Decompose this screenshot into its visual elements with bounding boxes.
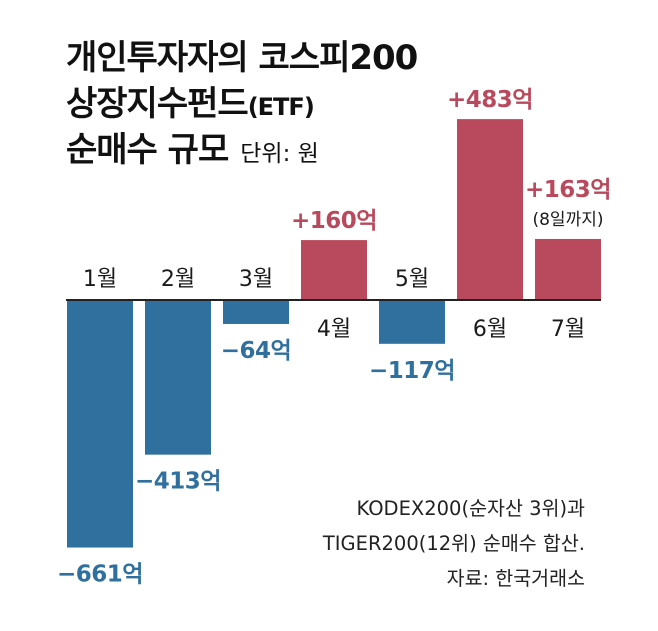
- bar-5: [379, 300, 445, 344]
- x-tick-label-4: 4월: [317, 317, 351, 342]
- note-line-2: TIGER200(12위) 순매수 합산.: [322, 532, 585, 555]
- data-label-6: +483억: [447, 87, 533, 113]
- chart-title-line-1: 개인투자자의 코스피200: [66, 38, 418, 78]
- annotation-until-8th: (8일까지): [532, 210, 603, 230]
- source-note: 자료: 한국거래소: [446, 567, 585, 590]
- chart-title-line-3: 순매수 규모 단위: 원: [66, 122, 319, 171]
- x-tick-label-7: 7월: [551, 317, 585, 342]
- bar-2: [145, 300, 211, 455]
- data-label-5: −117억: [369, 358, 455, 384]
- chart-title-line-2-main: 상장지수펀드: [66, 84, 249, 124]
- x-tick-label-5: 5월: [395, 267, 429, 292]
- x-tick-label-6: 6월: [473, 317, 507, 342]
- data-label-1: −661억: [57, 562, 143, 588]
- bar-4: [301, 240, 367, 300]
- chart-title-line-2: 상장지수펀드(ETF): [66, 76, 315, 125]
- data-label-3: −64억: [221, 338, 291, 364]
- x-tick-label-3: 3월: [239, 267, 273, 292]
- data-label-7: +163억: [525, 177, 611, 203]
- x-tick-label-2: 2월: [161, 267, 195, 292]
- data-label-4: +160억: [291, 208, 377, 234]
- bar-3: [223, 300, 289, 324]
- note-line-1: KODEX200(순자산 3위)과: [356, 497, 585, 520]
- unit-label: 단위: 원: [240, 141, 319, 167]
- x-tick-label-1: 1월: [83, 267, 117, 292]
- bar-7: [535, 238, 601, 300]
- bar-1: [67, 300, 133, 548]
- data-label-2: −413억: [135, 469, 221, 495]
- bar-6: [457, 119, 523, 300]
- chart-title-line-3-text: 순매수 규모: [66, 130, 229, 170]
- chart-title-line-2-suffix: (ETF): [247, 93, 315, 121]
